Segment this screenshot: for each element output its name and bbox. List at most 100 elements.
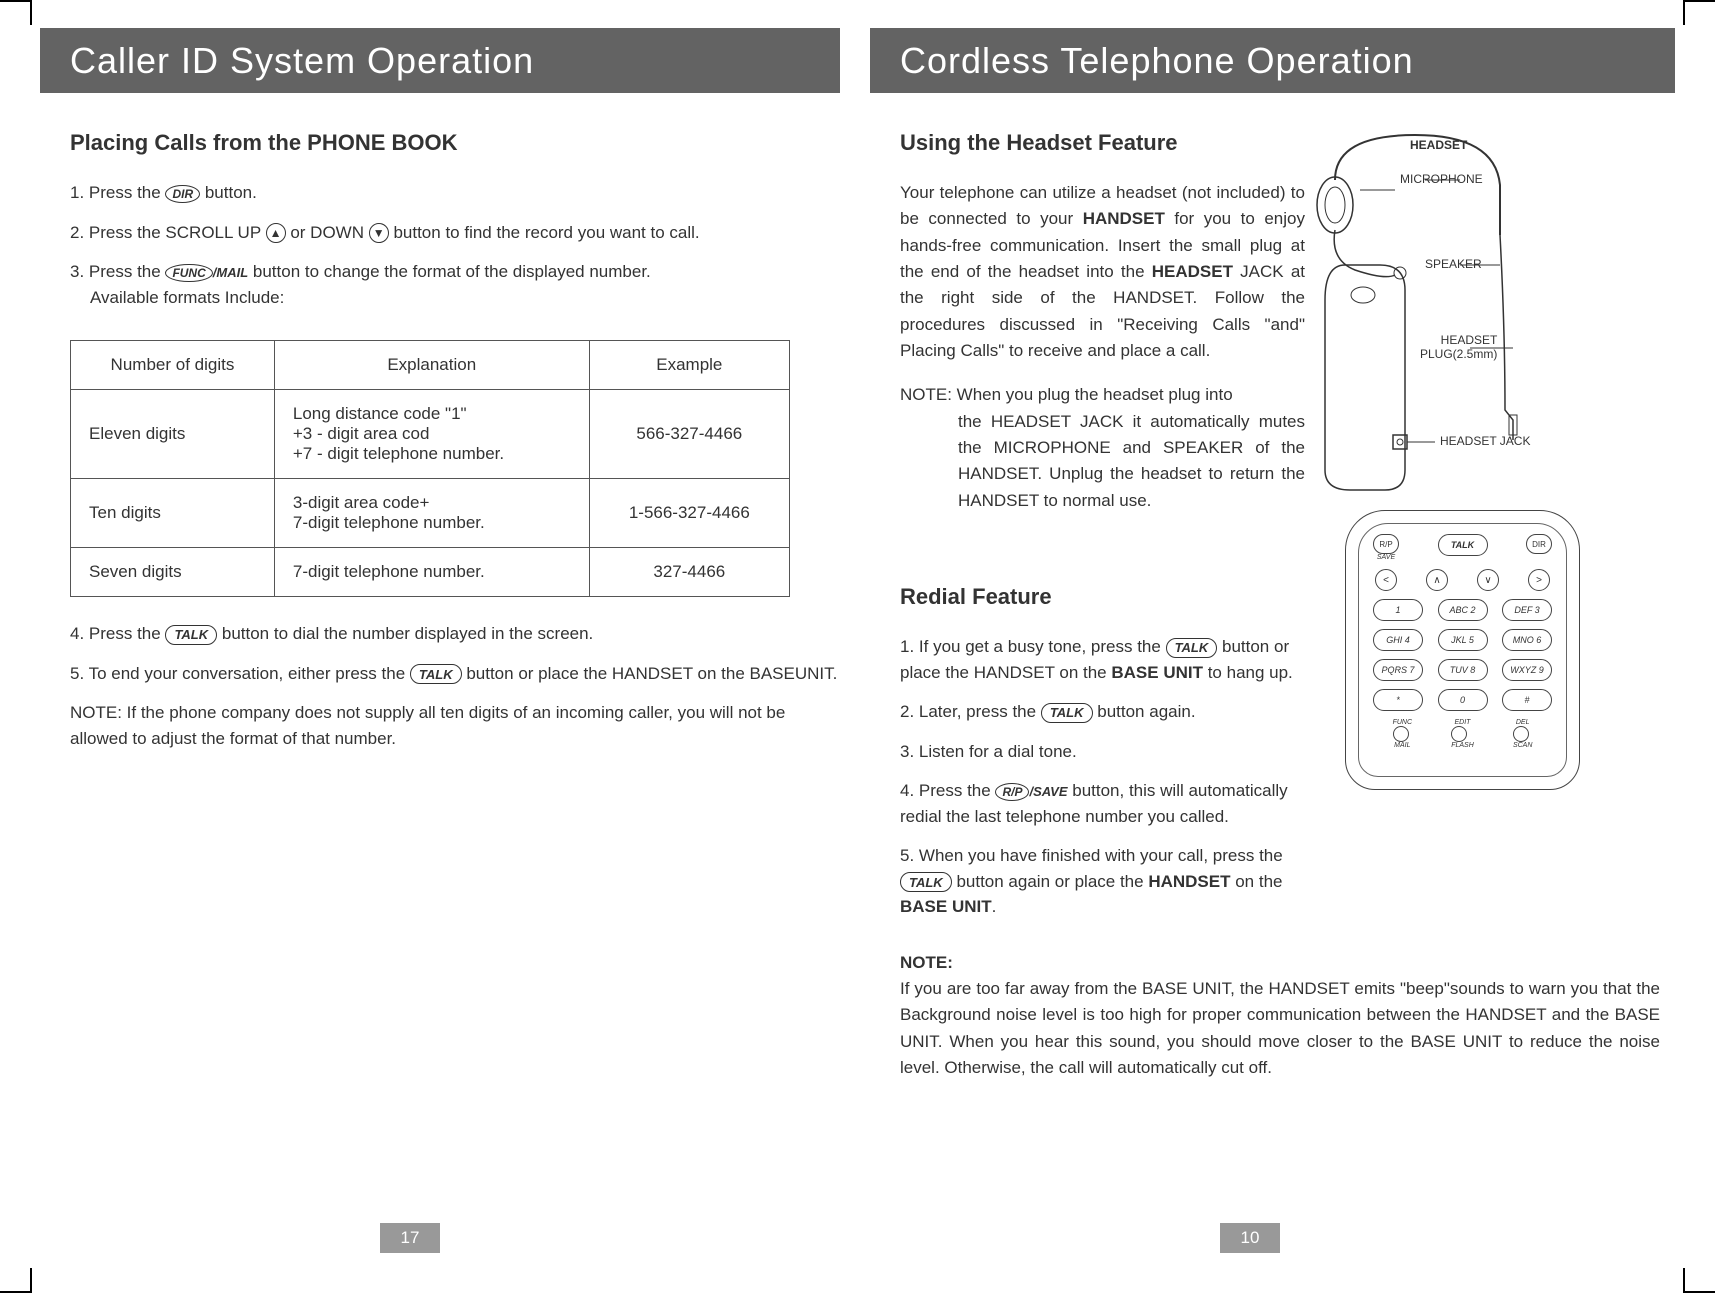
text: . (992, 897, 997, 916)
section-title-left: Placing Calls from the PHONE BOOK (70, 130, 840, 156)
step-text: button or place the HANDSET on the BASEU… (466, 664, 837, 683)
redial-1: 1. If you get a busy tone, press the TAL… (900, 634, 1305, 685)
step-4: 4. Press the TALK button to dial the num… (70, 621, 840, 647)
talk-icon: TALK (1166, 638, 1218, 658)
table-row: Eleven digits Long distance code "1" +3 … (71, 390, 790, 479)
down-icon: ▼ (369, 223, 389, 243)
table-header-row: Number of digits Explanation Example (71, 341, 790, 390)
text: button again. (1097, 702, 1195, 721)
key-down: ∨ (1477, 569, 1499, 591)
text: button again or place the (956, 872, 1148, 891)
note-title: NOTE: (900, 953, 953, 972)
text: 5. When you have finished with your call… (900, 846, 1283, 865)
redial-2: 2. Later, press the TALK button again. (900, 699, 1305, 725)
td: Ten digits (71, 479, 275, 548)
header-right-title: Cordless Telephone Operation (900, 40, 1414, 82)
crop-mark (1685, 0, 1715, 2)
talk-icon: TALK (410, 664, 462, 684)
headset-svg (1305, 130, 1585, 510)
key-hash: # (1502, 689, 1552, 711)
talk-icon: TALK (165, 625, 217, 645)
bold-text: BASE UNIT (900, 897, 992, 916)
step-text: 2. Press the SCROLL UP (70, 223, 266, 242)
talk-icon: TALK (1041, 703, 1093, 723)
dir-icon: DIR (165, 185, 200, 203)
redial-4: 4. Press the R/P/SAVE button, this will … (900, 778, 1305, 829)
redial-steps: 1. If you get a busy tone, press the TAL… (900, 634, 1305, 920)
key-del (1513, 726, 1529, 742)
key-label: SCAN (1513, 742, 1532, 749)
key-label: EDIT (1451, 719, 1474, 726)
bold-text: BASE UNIT (1111, 663, 1203, 682)
step-5: 5. To end your conversation, either pres… (70, 661, 840, 687)
key-edit (1451, 726, 1467, 742)
step-text: 3. Press the (70, 262, 165, 281)
th-digits: Number of digits (71, 341, 275, 390)
key-9: WXYZ 9 (1502, 659, 1552, 681)
rp-icon: R/P (995, 783, 1029, 801)
td: 3-digit area code+ 7-digit telephone num… (274, 479, 589, 548)
bold-text: HEADSET (1152, 262, 1233, 281)
key-dir: DIR (1526, 534, 1552, 554)
key-3: DEF 3 (1502, 599, 1552, 621)
headset-intro: Your telephone can utilize a headset (no… (900, 180, 1305, 364)
keypad-inner: R/P SAVE TALK DIR < ∧ ∨ > 1 ABC 2 DEF 3 … (1358, 523, 1567, 777)
text: to hang up. (1203, 663, 1293, 682)
key-2: ABC 2 (1438, 599, 1488, 621)
key-label: SAVE (1373, 554, 1399, 561)
step-1: 1. Press the DIR button. (70, 180, 840, 206)
redial-3: 3. Listen for a dial tone. (900, 739, 1305, 765)
key-star: * (1373, 689, 1423, 711)
key-8: TUV 8 (1438, 659, 1488, 681)
header-left: Caller ID System Operation (40, 28, 840, 93)
step-2: 2. Press the SCROLL UP ▲ or DOWN ▼ butto… (70, 220, 840, 246)
td: Long distance code "1" +3 - digit area c… (274, 390, 589, 479)
label-headset: HEADSET (1410, 138, 1467, 152)
final-note: NOTE: If you are too far away from the B… (900, 950, 1660, 1082)
step-text: or DOWN (290, 223, 368, 242)
talk-icon: TALK (900, 872, 952, 892)
up-icon: ▲ (266, 223, 286, 243)
label-jack: HEADSET JACK (1440, 434, 1530, 448)
key-label: FLASH (1451, 742, 1474, 749)
note-text: NOTE: If the phone company does not supp… (70, 703, 785, 748)
step-3: 3. Press the FUNC/MAIL button to change … (70, 259, 840, 310)
key-rp: R/P (1373, 534, 1399, 554)
td: Seven digits (71, 548, 275, 597)
right-page: Using the Headset Feature Your telephone… (900, 130, 1680, 1081)
mail-text: /MAIL (213, 265, 248, 280)
th-example: Example (589, 341, 789, 390)
step-text: button. (205, 183, 257, 202)
keypad-diagram: R/P SAVE TALK DIR < ∧ ∨ > 1 ABC 2 DEF 3 … (1345, 510, 1580, 790)
note-left: NOTE: If the phone company does not supp… (70, 700, 840, 751)
crop-mark (1683, 1268, 1685, 1293)
step-text: 5. To end your conversation, either pres… (70, 664, 410, 683)
crop-mark (30, 0, 32, 25)
key-4: GHI 4 (1373, 629, 1423, 651)
key-right: > (1528, 569, 1550, 591)
headset-diagram: HEADSET MICROPHONE SPEAKER HEADSET PLUG(… (1305, 130, 1585, 510)
key-func (1393, 726, 1409, 742)
key-talk: TALK (1438, 534, 1488, 556)
step-text: button to change the format of the displ… (253, 262, 651, 281)
label-speaker: SPEAKER (1425, 257, 1482, 271)
label-plug: HEADSET PLUG(2.5mm) (1420, 333, 1497, 361)
th-explanation: Explanation (274, 341, 589, 390)
step-text: 1. Press the (70, 183, 165, 202)
page-number-left: 17 (380, 1223, 440, 1253)
key-label: DEL (1513, 719, 1532, 726)
step-text: 4. Press the (70, 624, 165, 643)
step-text: button to find the record you want to ca… (393, 223, 699, 242)
func-icon: FUNC (165, 264, 212, 282)
header-left-title: Caller ID System Operation (70, 40, 534, 82)
key-0: 0 (1438, 689, 1488, 711)
key-label: MAIL (1393, 742, 1412, 749)
td: 327-4466 (589, 548, 789, 597)
key-label: FUNC (1393, 719, 1412, 726)
page-number-right: 10 (1220, 1223, 1280, 1253)
key-6: MNO 6 (1502, 629, 1552, 651)
td: Eleven digits (71, 390, 275, 479)
crop-mark (0, 0, 30, 2)
key-1: 1 (1373, 599, 1423, 621)
text: on the (1230, 872, 1282, 891)
